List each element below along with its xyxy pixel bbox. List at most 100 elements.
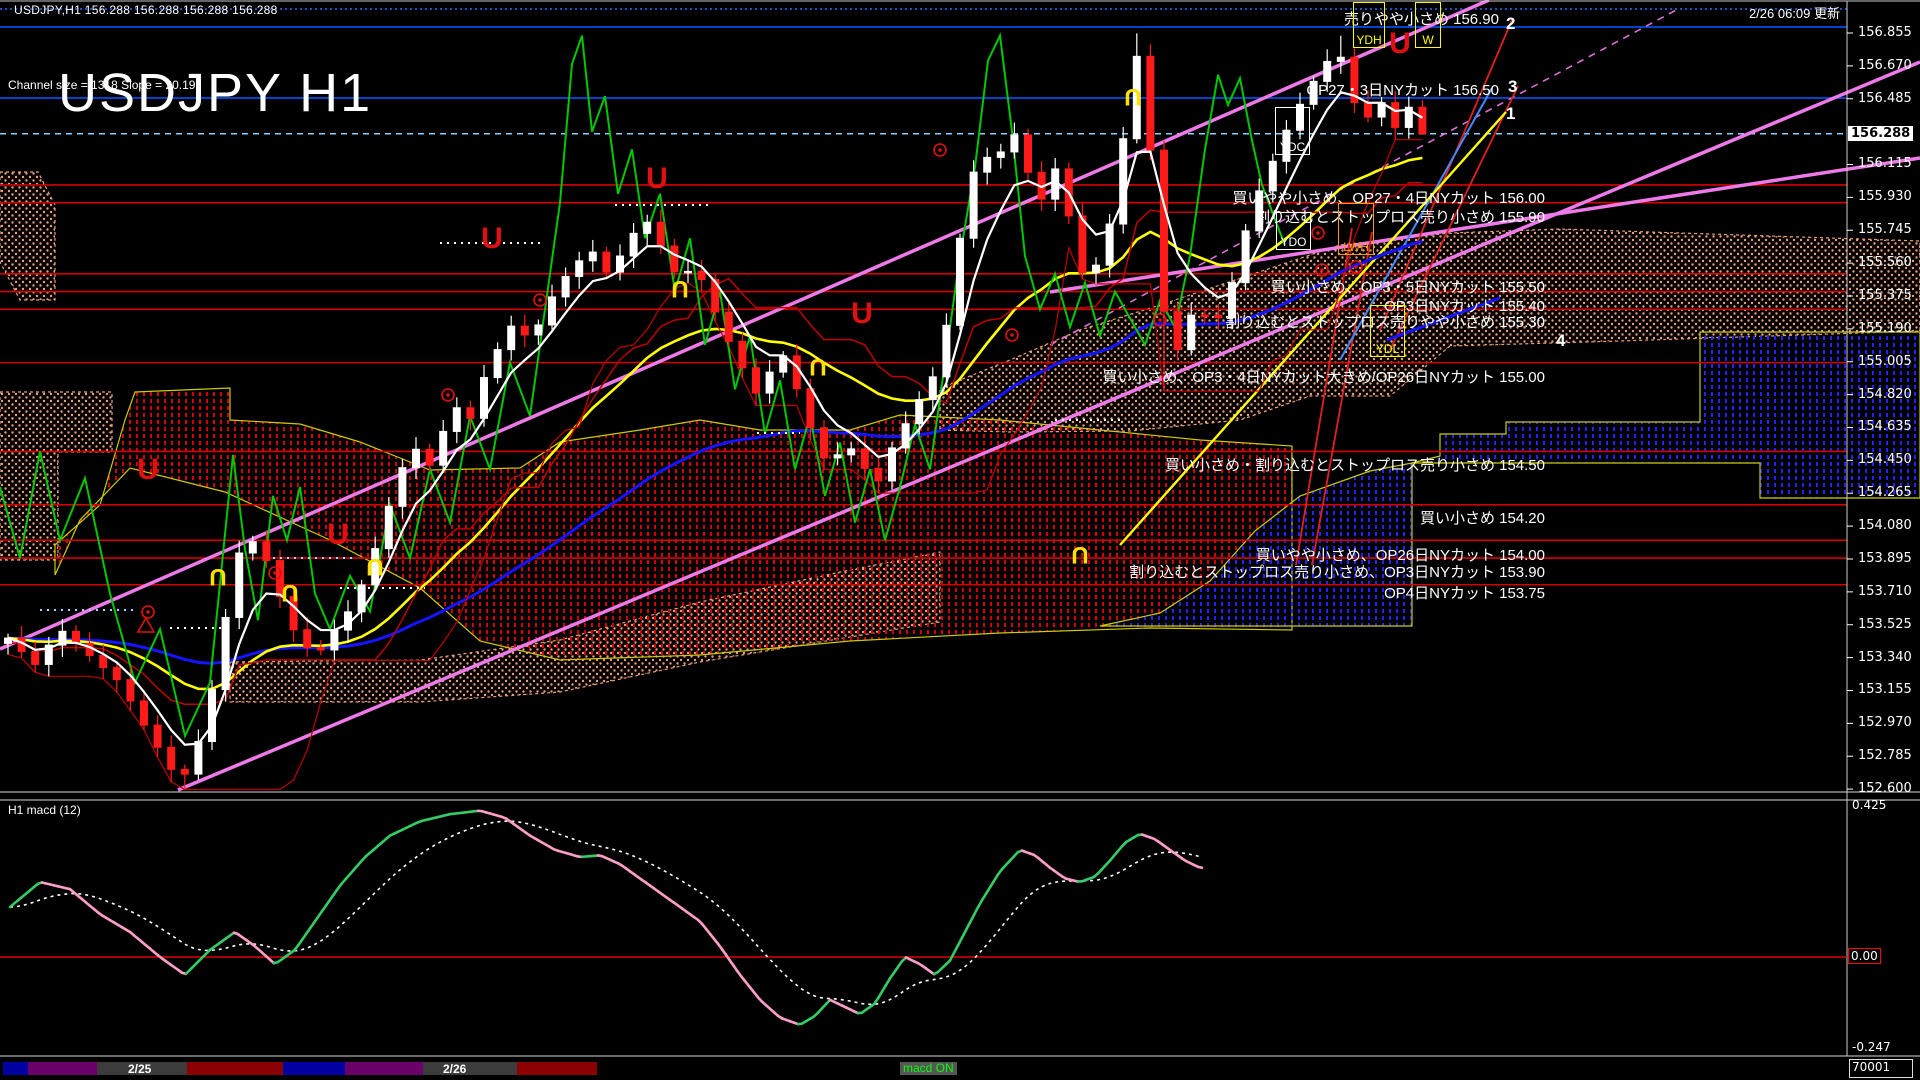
candle-body — [439, 430, 448, 466]
fan-line-blue[interactable] — [1339, 87, 1493, 361]
candle-body — [602, 251, 611, 273]
symbol-ohlc-readout: USDJPY,H1 156.288 156.288 156.288 156.28… — [14, 3, 278, 17]
candle-body — [874, 467, 883, 482]
red-dot — [1320, 268, 1324, 272]
price-tick-label: 155.560 — [1858, 255, 1912, 271]
candle-body — [1010, 134, 1019, 153]
red-u-marker: U — [1389, 27, 1411, 60]
red-dot — [273, 571, 277, 575]
candle-body — [738, 340, 747, 369]
regression-channel-line[interactable] — [1389, 85, 1519, 351]
macd-on-toggle[interactable]: macd ON — [900, 1062, 957, 1075]
channel-trend-line[interactable] — [177, 60, 1920, 792]
regression-channel-line[interactable] — [1379, 19, 1513, 331]
candle-body — [520, 325, 529, 336]
candle-body — [1364, 102, 1372, 118]
macd-zero-label: 0.00 — [1848, 948, 1881, 964]
yellow-u-marker: U — [281, 579, 298, 606]
order-annotation: 買い小さめ 154.20 — [1419, 510, 1545, 527]
price-tick-label: 155.375 — [1858, 287, 1912, 303]
price-tick-label: 154.265 — [1858, 485, 1912, 501]
fan-line-yellow[interactable] — [1119, 111, 1507, 546]
candle-body — [956, 237, 964, 326]
candle-body — [412, 448, 420, 469]
ichimoku-cloud — [0, 391, 113, 561]
channel-info-label: Channel size = 1318 Slope = 20.19 — [8, 78, 196, 92]
candle-body — [1173, 310, 1182, 351]
candle-body — [303, 629, 312, 649]
candle-body — [820, 427, 828, 459]
channel-trend-line[interactable] — [1049, 156, 1920, 294]
channel-line-number: 4 — [1556, 331, 1566, 350]
level-box-lwh: LWH — [1338, 203, 1374, 255]
candle-body — [126, 679, 135, 702]
candle-body — [670, 245, 679, 273]
regression-channel-line[interactable] — [1311, 231, 1373, 566]
red-dot — [538, 298, 542, 302]
candle-body — [1119, 138, 1128, 225]
candle-body — [765, 371, 774, 394]
timeline-segment — [517, 1062, 597, 1075]
candle-body — [31, 650, 40, 665]
candle-body — [1105, 223, 1114, 266]
red-dot — [1316, 231, 1320, 235]
candle-body — [1214, 314, 1223, 319]
price-tick-label: 153.525 — [1858, 616, 1912, 632]
candle-body — [452, 407, 461, 432]
price-tick-label: 156.855 — [1858, 25, 1912, 40]
candle-body — [72, 630, 80, 644]
red-circle-marker — [141, 605, 155, 619]
yellow-u-marker: U — [671, 275, 688, 302]
macd-line — [976, 898, 984, 909]
candle-body — [656, 221, 665, 247]
candle-body — [806, 388, 815, 429]
green-signal-line — [0, 32, 1286, 739]
price-tick-label: 155.930 — [1858, 189, 1912, 205]
order-annotation: 売りやや小さめ 156.90 — [1343, 11, 1499, 28]
price-tick-label: 156.485 — [1858, 90, 1912, 106]
order-annotation: OP4日NYカット 153.75 — [1384, 585, 1545, 602]
candle-body — [792, 355, 801, 390]
channel-line-number: 3 — [1508, 77, 1518, 96]
candle-body — [1391, 102, 1400, 128]
red-dot — [1158, 318, 1162, 322]
yellow-u-marker: U — [366, 553, 383, 580]
price-tick-label: 155.005 — [1858, 353, 1912, 369]
price-tick-label: 152.785 — [1858, 748, 1912, 764]
red-circle-marker — [933, 143, 947, 157]
candle-body — [425, 448, 434, 466]
ma-fast-white — [7, 91, 1423, 746]
candle-body — [629, 232, 638, 257]
candle-body — [983, 156, 992, 173]
ma-slow-blue — [7, 239, 1423, 665]
candle-body — [901, 423, 910, 449]
candle-body — [996, 151, 1005, 158]
level-box-w: W — [1415, 2, 1441, 48]
candle-body — [1350, 56, 1359, 104]
channel-trend-line[interactable] — [0, 0, 1490, 651]
candle-body — [384, 505, 393, 550]
red-circle-marker — [1349, 260, 1363, 274]
candle-body — [262, 541, 271, 562]
candle-body — [1404, 106, 1413, 128]
candle-body — [1323, 60, 1332, 82]
macd-line — [972, 905, 980, 917]
red-dot — [938, 148, 942, 152]
candle-body — [1418, 106, 1427, 135]
macd-axis-bottom: -0.247 — [1852, 1040, 1891, 1054]
candle-body — [1296, 103, 1304, 131]
red-dot — [1354, 265, 1358, 269]
ichimoku-cloud — [0, 171, 56, 301]
timeline-segment — [283, 1062, 345, 1075]
red-u-marker: U — [481, 222, 503, 255]
candle-body — [194, 740, 203, 775]
timeline-segment — [28, 1062, 97, 1075]
candle-body — [1241, 230, 1250, 284]
candle-body — [860, 448, 869, 469]
macd-line — [1196, 865, 1204, 870]
candle-body — [888, 447, 896, 482]
timeline-bar[interactable]: 2/25 2/26 macd ON — [0, 1058, 1847, 1080]
timeline-date-label: 2/26 — [443, 1062, 467, 1076]
candle-body — [1092, 264, 1100, 274]
